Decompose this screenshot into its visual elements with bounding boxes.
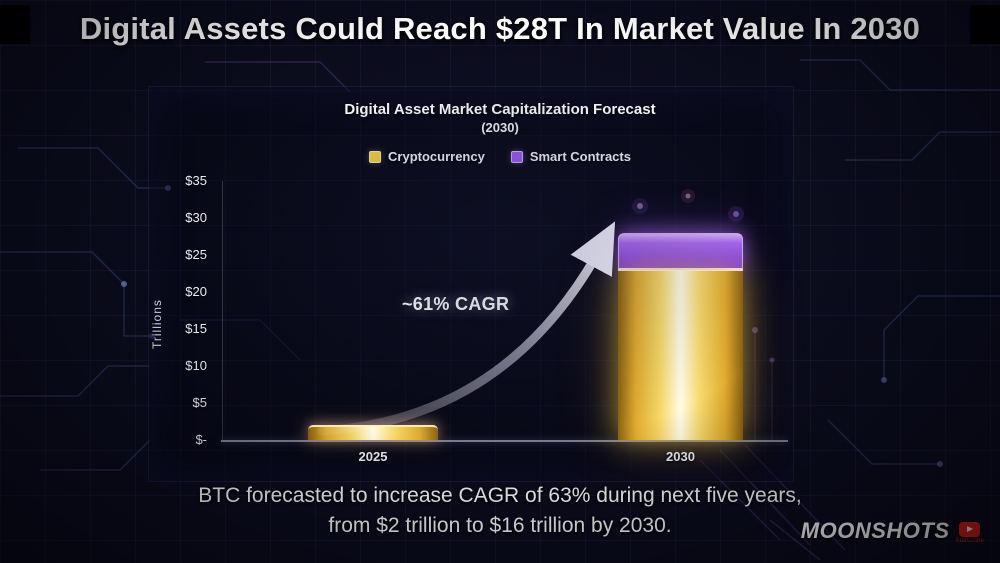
y-axis-label: Trillions	[150, 299, 164, 349]
cagr-annotation: ~61% CAGR	[402, 294, 510, 314]
bar-segment-smart-contracts	[618, 232, 743, 270]
x-label-2030: 2030	[666, 449, 695, 464]
y-tick: $-	[195, 432, 207, 447]
subscribe-label: Subscribe	[955, 538, 984, 544]
bar-segment-cryptocurrency	[618, 269, 743, 440]
smart-contracts-swatch-icon	[510, 150, 523, 163]
top-left-black-block	[0, 5, 30, 44]
legend-label: Cryptocurrency	[388, 149, 485, 164]
x-label-2025: 2025	[358, 449, 388, 464]
y-tick: $25	[185, 247, 207, 262]
y-tick: $35	[185, 173, 207, 188]
channel-name: MOONSHOTS	[800, 518, 950, 543]
y-tick: $20	[185, 284, 207, 299]
bar-segment-cryptocurrency	[308, 425, 438, 440]
y-tick: $15	[185, 321, 207, 336]
caption-line-1: BTC forecasted to increase CAGR of 63% d…	[198, 484, 802, 507]
channel-branding: MOONSHOTS Subscribe	[801, 518, 984, 544]
legend-label: Smart Contracts	[529, 149, 631, 164]
chart-subtitle: (2030)	[481, 120, 519, 135]
youtube-play-icon	[959, 522, 981, 537]
cryptocurrency-swatch-icon	[369, 150, 382, 163]
chart-legend: Cryptocurrency Smart Contracts	[250, 149, 750, 164]
legend-item-smart-contracts: Smart Contracts	[510, 149, 631, 164]
chart-title: Digital Asset Market Capitalization Fore…	[344, 101, 656, 118]
bar-2030	[618, 181, 743, 440]
y-tick: $30	[185, 210, 207, 225]
subscribe-widget: Subscribe	[956, 522, 984, 544]
x-axis-line	[221, 440, 788, 442]
headline: Digital Assets Could Reach $28T In Marke…	[79, 11, 921, 46]
top-right-black-block	[970, 5, 1000, 44]
y-tick: $5	[192, 395, 207, 410]
y-tick: $10	[185, 358, 207, 373]
legend-item-cryptocurrency: Cryptocurrency	[369, 149, 485, 164]
